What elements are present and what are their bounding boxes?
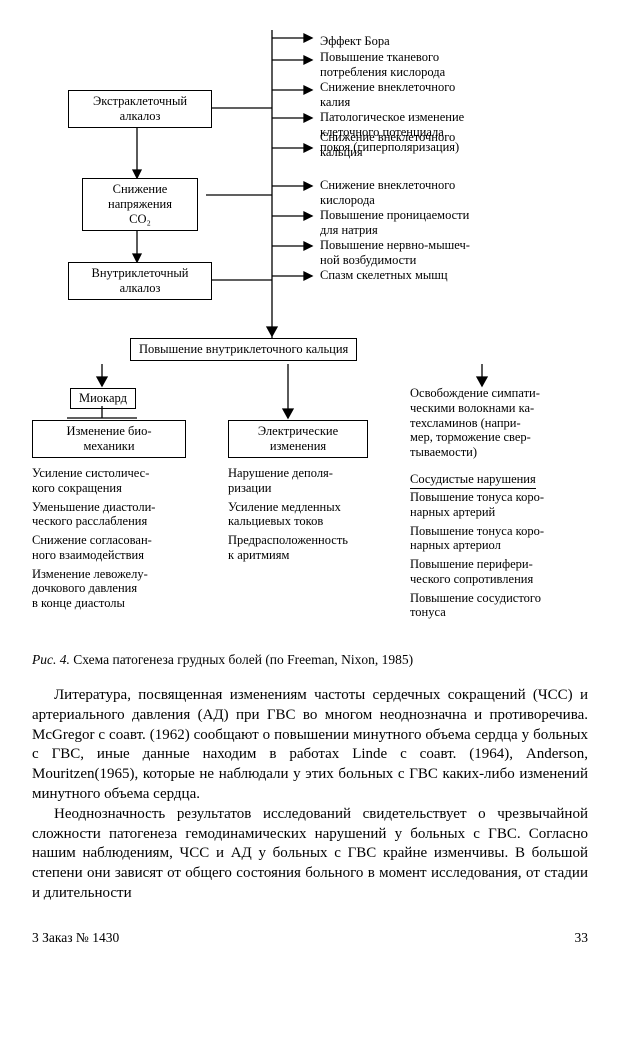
- box-biomechanics: Изменение био-механики: [32, 420, 186, 458]
- list-item: Повышение тонуса коро-нарных артериол: [410, 524, 590, 554]
- list-item: Повышение перифери-ческого сопротивления: [410, 557, 590, 587]
- box-myocard: Миокард: [70, 388, 136, 409]
- figure-caption: Рис. 4. Схема патогенеза грудных болей (…: [32, 652, 588, 668]
- box-co2-decrease: СнижениенапряженияCO₂: [82, 178, 198, 231]
- list-vascular: Повышение тонуса коро-нарных артерий Повы…: [410, 490, 590, 624]
- list-item: Изменение левожелу-дочкового давленияв к…: [32, 567, 192, 611]
- footer-page-number: 33: [575, 930, 589, 946]
- list-biomechanics: Усиление систоличес-кого сокращения Умень…: [32, 466, 192, 615]
- txt-sympathetic: Освобождение симпати-ческими волокнами к…: [410, 386, 590, 460]
- caption-text: Схема патогенеза грудных болей (по Freem…: [73, 652, 413, 667]
- effect-item: Спазм скелетных мышц: [320, 268, 590, 283]
- effect-item: Повышение проницаемостидля натрия: [320, 208, 590, 238]
- list-item: Уменьшение диастоли-ческого расслабления: [32, 500, 192, 530]
- list-item: Предрасположенностьк аритмиям: [228, 533, 388, 563]
- list-item: Повышение сосудистоготонуса: [410, 591, 590, 621]
- effect-item: Снижение внеклеточногокислорода: [320, 178, 590, 208]
- list-item: Снижение согласован-ного взаимодействия: [32, 533, 192, 563]
- caption-label: Рис. 4.: [32, 652, 70, 667]
- footer-left: 3 Заказ № 1430: [32, 930, 119, 946]
- body-text: Литература, посвященная изменениям часто…: [32, 686, 588, 904]
- diagram-lower: Миокард Изменение био-механики Электриче…: [32, 364, 588, 644]
- box-electrical: Электрическиеизменения: [228, 420, 368, 458]
- list-item: Повышение тонуса коро-нарных артерий: [410, 490, 590, 520]
- effect-item: Повышение нервно-мышеч-ной возбудимости: [320, 238, 590, 268]
- diagram-upper: Экстраклеточныйалкалоз Снижениенапряжени…: [32, 30, 588, 370]
- effect-item: Повышение тканевогопотребления кислорода: [320, 50, 590, 80]
- paragraph-2: Неоднозначность результатов исследований…: [32, 805, 588, 904]
- effect-item: Эффект Бора: [320, 34, 590, 49]
- page-footer: 3 Заказ № 1430 33: [32, 930, 588, 946]
- header-vascular: Сосудистые нарушения: [410, 472, 536, 489]
- list-item: Усиление систоличес-кого сокращения: [32, 466, 192, 496]
- list-item: Усиление медленныхкальциевых токов: [228, 500, 388, 530]
- box-extracell-alkalosis: Экстраклеточныйалкалоз: [68, 90, 212, 128]
- effect-item: Снижение внеклеточногокальция: [320, 130, 590, 160]
- list-electrical: Нарушение деполя-ризации Усиление медленн…: [228, 466, 388, 567]
- effect-item: Снижение внеклеточногокалия: [320, 80, 590, 110]
- paragraph-1: Литература, посвященная изменениям часто…: [32, 686, 588, 805]
- box-intracell-calcium: Повышение внутриклеточного кальция: [130, 338, 357, 361]
- box-intracell-alkalosis: Внутриклеточныйалкалоз: [68, 262, 212, 300]
- list-item: Нарушение деполя-ризации: [228, 466, 388, 496]
